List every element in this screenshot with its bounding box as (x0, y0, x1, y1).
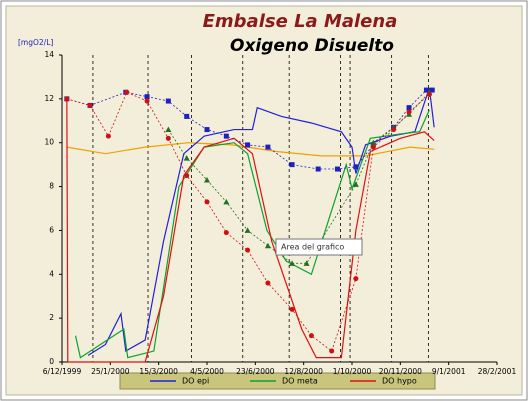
y-tick-label: 14 (44, 50, 54, 59)
marker (353, 276, 359, 282)
marker (144, 98, 150, 104)
x-tick-label: 4/5/2000 (190, 367, 224, 376)
marker (244, 227, 251, 233)
marker (223, 230, 229, 236)
legend (119, 372, 436, 390)
marker (391, 127, 397, 133)
marker (165, 126, 172, 133)
marker (165, 135, 171, 141)
marker (223, 133, 229, 139)
y-tick-label: 4 (49, 269, 54, 278)
marker (184, 173, 190, 179)
legend-label: DO hypo (382, 377, 417, 386)
data-line (74, 109, 430, 359)
marker (265, 144, 271, 150)
marker (265, 280, 271, 286)
marker (105, 133, 111, 139)
marker (303, 260, 310, 266)
marker (353, 164, 359, 170)
x-tick-label: 6/12/1999 (43, 367, 82, 376)
legend-label: DO meta (282, 377, 318, 386)
y-tick-label: 10 (44, 138, 54, 147)
marker (204, 199, 210, 205)
marker (204, 176, 210, 183)
marker (315, 166, 321, 172)
tooltip-box (275, 238, 363, 256)
marker (335, 166, 340, 172)
marker (352, 181, 359, 187)
marker (406, 105, 412, 111)
x-tick-label: 20/11/2000 (379, 367, 422, 376)
x-tick-label: 28/2/2001 (478, 367, 517, 376)
y-tick-label: 12 (44, 94, 54, 103)
marker (64, 96, 70, 102)
marker (423, 87, 429, 93)
marker (329, 348, 335, 354)
marker (370, 144, 376, 150)
marker (289, 260, 296, 266)
marker (245, 247, 251, 253)
y-tick-label: 2 (49, 313, 54, 322)
marker (264, 242, 271, 249)
chart-subtitle: Oxigeno Disuelto (230, 36, 394, 56)
marker (223, 198, 230, 205)
marker (289, 162, 295, 168)
marker (165, 98, 171, 104)
marker (204, 127, 210, 133)
marker (245, 142, 251, 148)
marker (183, 155, 190, 161)
marker (426, 91, 432, 97)
marker (406, 109, 412, 115)
marker (370, 139, 377, 146)
x-tick-label: 12/8/2000 (284, 367, 323, 376)
marker (87, 102, 93, 108)
marker (308, 333, 314, 339)
x-tick-label: 15/3/2000 (139, 367, 178, 376)
y-tick-label: 6 (49, 225, 54, 234)
y-tick-label: 8 (49, 182, 54, 191)
y-axis-label: [mgO2/L] (18, 38, 53, 47)
y-tick-label: 0 (49, 357, 54, 366)
chart-background (5, 5, 523, 396)
tooltip: Area del grafico (281, 243, 344, 252)
marker (289, 306, 295, 312)
marker (144, 94, 150, 100)
legend-label: DO epi (182, 377, 209, 386)
data-line (66, 142, 435, 157)
x-tick-label: 9/1/2001 (432, 367, 466, 376)
chart-title: Embalse La Malena (203, 11, 398, 32)
x-tick-label: 1/10/2000 (333, 367, 372, 376)
x-tick-label: 25/1/2000 (91, 367, 130, 376)
marker (184, 113, 190, 119)
data-line (66, 98, 435, 363)
marker (124, 89, 130, 95)
marker (429, 87, 435, 93)
x-tick-label: 23/6/2000 (236, 367, 275, 376)
